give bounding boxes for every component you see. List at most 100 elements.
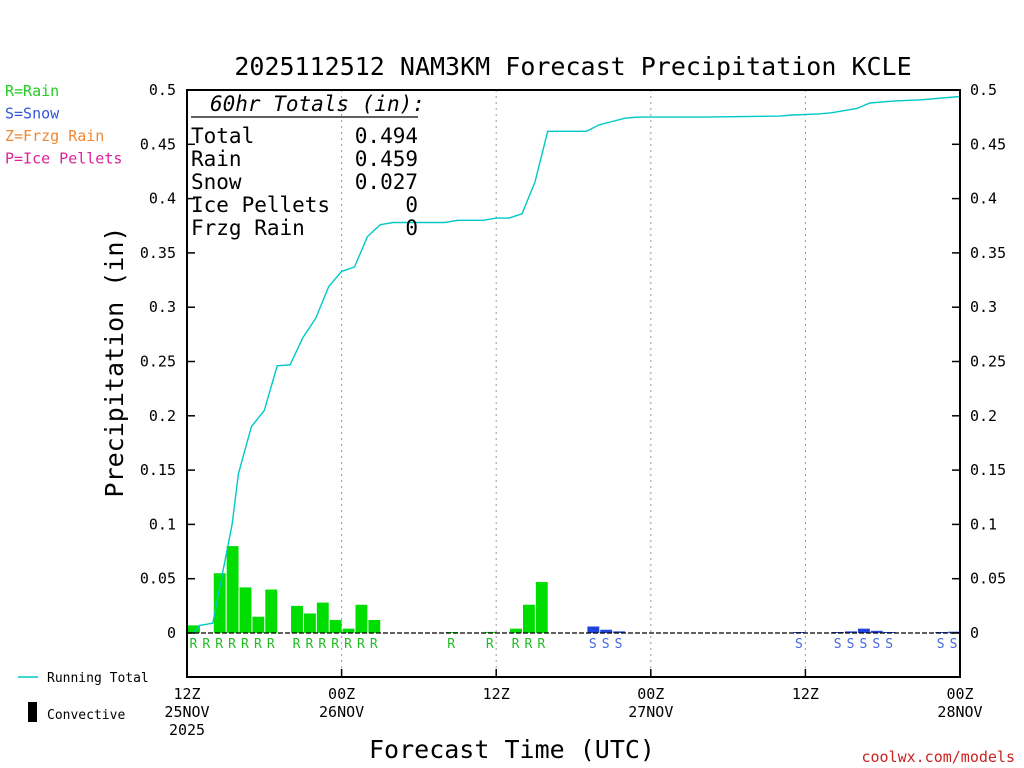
legend-entry-3: P=Ice Pellets xyxy=(5,150,122,168)
y-tick-label-left-2: 0.1 xyxy=(149,515,176,533)
running-total-legend-label: Running Total xyxy=(47,671,149,686)
precip-bar-16 xyxy=(510,628,522,633)
ptype-marker-2: R xyxy=(215,637,223,652)
totals-box: 60hr Totals (in): Total 0.494 Rain 0.459 Sno… xyxy=(191,92,425,240)
ptype-marker-18: R xyxy=(537,637,545,652)
precip-bar-25 xyxy=(857,628,870,633)
x-tick-label-5-0: 00Z xyxy=(946,685,973,703)
precip-bar-6 xyxy=(265,589,278,633)
totals-value-3: 0 xyxy=(405,193,418,217)
y-tick-label-left-0: 0 xyxy=(167,624,176,642)
x-tick-label-1-1: 26NOV xyxy=(319,703,364,721)
y-tick-label-left-8: 0.4 xyxy=(149,190,176,208)
ptype-marker-13: R xyxy=(370,637,378,652)
y-tick-label-right-9: 0.45 xyxy=(970,135,1006,153)
chart-title: 2025112512 NAM3KM Forecast Precipitation… xyxy=(234,52,911,81)
y-tick-label-left-5: 0.25 xyxy=(140,353,176,371)
precip-bar-12 xyxy=(355,604,368,633)
precip-bar-17 xyxy=(522,604,535,633)
precip-bar-13 xyxy=(368,619,381,633)
totals-value-2: 0.027 xyxy=(355,170,418,194)
ptype-marker-20: S xyxy=(602,637,610,652)
convective-swatch xyxy=(28,702,37,722)
precip-bar-10 xyxy=(329,619,342,633)
precip-bar-8 xyxy=(303,613,316,633)
y-tick-label-left-7: 0.35 xyxy=(140,244,176,262)
ptype-marker-14: R xyxy=(447,637,455,652)
bar-series xyxy=(188,546,960,633)
gridlines xyxy=(341,90,806,677)
y-tick-label-left-10: 0.5 xyxy=(149,81,176,99)
precip-bar-19 xyxy=(587,626,600,633)
y-tick-label-right-4: 0.2 xyxy=(970,407,997,425)
y-axis-label: Precipitation (in) xyxy=(100,227,129,498)
ptype-marker-25: S xyxy=(859,637,867,652)
plot-frame xyxy=(186,89,961,678)
y-tick-label-right-6: 0.3 xyxy=(970,298,997,316)
ptype-marker-22: S xyxy=(795,637,803,652)
ptype-marker-19: S xyxy=(589,637,597,652)
ptype-marker-9: R xyxy=(318,637,326,652)
precip-bar-18 xyxy=(535,581,548,633)
x-tick-label-2-0: 12Z xyxy=(483,685,510,703)
ptype-marker-26: S xyxy=(872,637,880,652)
running-total-line xyxy=(192,95,961,634)
y-tick-label-right-10: 0.5 xyxy=(970,81,997,99)
totals-header: 60hr Totals (in): xyxy=(210,92,425,116)
x-tick-label-3-1: 27NOV xyxy=(628,703,673,721)
ptype-marker-0: R xyxy=(190,637,198,652)
y-tick-label-right-0: 0 xyxy=(970,624,979,642)
y-tick-label-left-6: 0.3 xyxy=(149,298,176,316)
x-tick-label-5-1: 28NOV xyxy=(937,703,982,721)
precip-bar-24 xyxy=(845,631,857,633)
ptype-marker-3: R xyxy=(228,637,236,652)
ptype-marker-8: R xyxy=(305,637,313,652)
x-tick-label-0-0: 12Z xyxy=(173,685,200,703)
ptype-marker-6: R xyxy=(267,637,275,652)
totals-label-4: Frzg Rain xyxy=(191,216,305,240)
legend-entry-0: R=Rain xyxy=(5,82,59,100)
y-tick-label-right-2: 0.1 xyxy=(970,515,997,533)
legend-entry-2: Z=Frzg Rain xyxy=(5,127,104,145)
precip-bar-7 xyxy=(291,605,303,633)
ptype-marker-27: S xyxy=(885,637,893,652)
ptype-marker-4: R xyxy=(241,637,249,652)
totals-value-1: 0.459 xyxy=(355,147,418,171)
precip-bar-11 xyxy=(342,628,355,633)
y-tick-label-left-1: 0.05 xyxy=(140,570,176,588)
y-tick-label-right-1: 0.05 xyxy=(970,570,1006,588)
y-tick-label-right-3: 0.15 xyxy=(970,461,1006,479)
bottom-legend: Running Total Convective xyxy=(18,671,149,723)
x-tick-label-4-0: 12Z xyxy=(792,685,819,703)
precip-bar-2 xyxy=(213,573,226,633)
ptype-marker-17: R xyxy=(524,637,532,652)
x-axis-label: Forecast Time (UTC) xyxy=(369,735,655,764)
ptype-marker-23: S xyxy=(834,637,842,652)
y-axis-ticks: 0 0 0.05 0.05 0.1 0.1 0.15 0.15 0.2 0.2 0.25 0.25 0.… xyxy=(140,81,1006,642)
precip-bar-28 xyxy=(935,632,948,633)
y-tick-label-left-3: 0.15 xyxy=(140,461,176,479)
totals-table: Total 0.494 Rain 0.459 Snow 0.027 Ice Pellets 0… xyxy=(191,124,418,240)
precip-type-legend: R=Rain S=Snow Z=Frzg Rain P=Ice Pellets xyxy=(5,82,122,168)
ptype-marker-10: R xyxy=(331,637,339,652)
totals-label-1: Rain xyxy=(191,147,242,171)
ptype-marker-28: S xyxy=(937,637,945,652)
precip-bar-9 xyxy=(316,602,329,633)
ptype-marker-24: S xyxy=(847,637,855,652)
totals-value-0: 0.494 xyxy=(355,124,418,148)
x-tick-label-0-1: 25NOV xyxy=(164,703,209,721)
ptype-marker-15: R xyxy=(486,637,494,652)
y-tick-label-right-7: 0.35 xyxy=(970,244,1006,262)
ptype-marker-21: S xyxy=(615,637,623,652)
y-tick-label-right-5: 0.25 xyxy=(970,353,1006,371)
y-tick-label-left-4: 0.2 xyxy=(149,407,176,425)
legend-entry-1: S=Snow xyxy=(5,105,60,123)
precip-bar-26 xyxy=(870,630,883,633)
precip-bar-0 xyxy=(188,625,200,633)
totals-label-0: Total xyxy=(191,124,254,148)
convective-legend-label: Convective xyxy=(47,708,125,723)
ptype-marker-7: R xyxy=(293,637,301,652)
